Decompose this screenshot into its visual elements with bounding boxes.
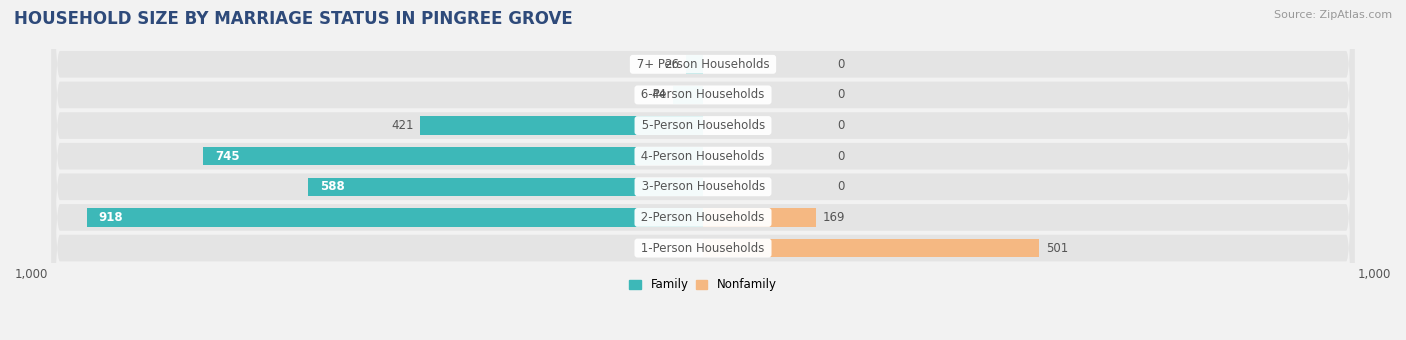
Text: 44: 44 (652, 88, 666, 101)
Text: 26: 26 (664, 58, 679, 71)
Text: 6-Person Households: 6-Person Households (637, 88, 769, 101)
Text: 0: 0 (837, 150, 845, 163)
Text: 5-Person Households: 5-Person Households (637, 119, 769, 132)
Text: 7+ Person Households: 7+ Person Households (633, 58, 773, 71)
Bar (673, 86, 703, 104)
Text: HOUSEHOLD SIZE BY MARRIAGE STATUS IN PINGREE GROVE: HOUSEHOLD SIZE BY MARRIAGE STATUS IN PIN… (14, 10, 572, 28)
Text: 1-Person Households: 1-Person Households (637, 241, 769, 255)
FancyBboxPatch shape (52, 0, 1354, 340)
Legend: Family, Nonfamily: Family, Nonfamily (624, 274, 782, 296)
Text: 501: 501 (1046, 241, 1069, 255)
Text: 918: 918 (98, 211, 124, 224)
FancyBboxPatch shape (52, 0, 1354, 340)
Text: 4-Person Households: 4-Person Households (637, 150, 769, 163)
Text: 0: 0 (837, 58, 845, 71)
Bar (308, 177, 703, 196)
FancyBboxPatch shape (52, 0, 1354, 340)
Text: 0: 0 (837, 180, 845, 193)
Text: 421: 421 (391, 119, 413, 132)
FancyBboxPatch shape (52, 0, 1354, 340)
Text: 2-Person Households: 2-Person Households (637, 211, 769, 224)
Text: 0: 0 (837, 119, 845, 132)
Text: 3-Person Households: 3-Person Households (637, 180, 769, 193)
Bar (703, 208, 817, 227)
Text: 588: 588 (321, 180, 344, 193)
Bar (87, 208, 703, 227)
Bar (420, 116, 703, 135)
Bar (686, 55, 703, 73)
FancyBboxPatch shape (52, 0, 1354, 340)
Bar (202, 147, 703, 165)
Text: Source: ZipAtlas.com: Source: ZipAtlas.com (1274, 10, 1392, 20)
FancyBboxPatch shape (52, 0, 1354, 340)
Text: 169: 169 (823, 211, 845, 224)
Text: 0: 0 (837, 88, 845, 101)
Text: 745: 745 (215, 150, 239, 163)
FancyBboxPatch shape (52, 0, 1354, 340)
Bar (703, 239, 1039, 257)
